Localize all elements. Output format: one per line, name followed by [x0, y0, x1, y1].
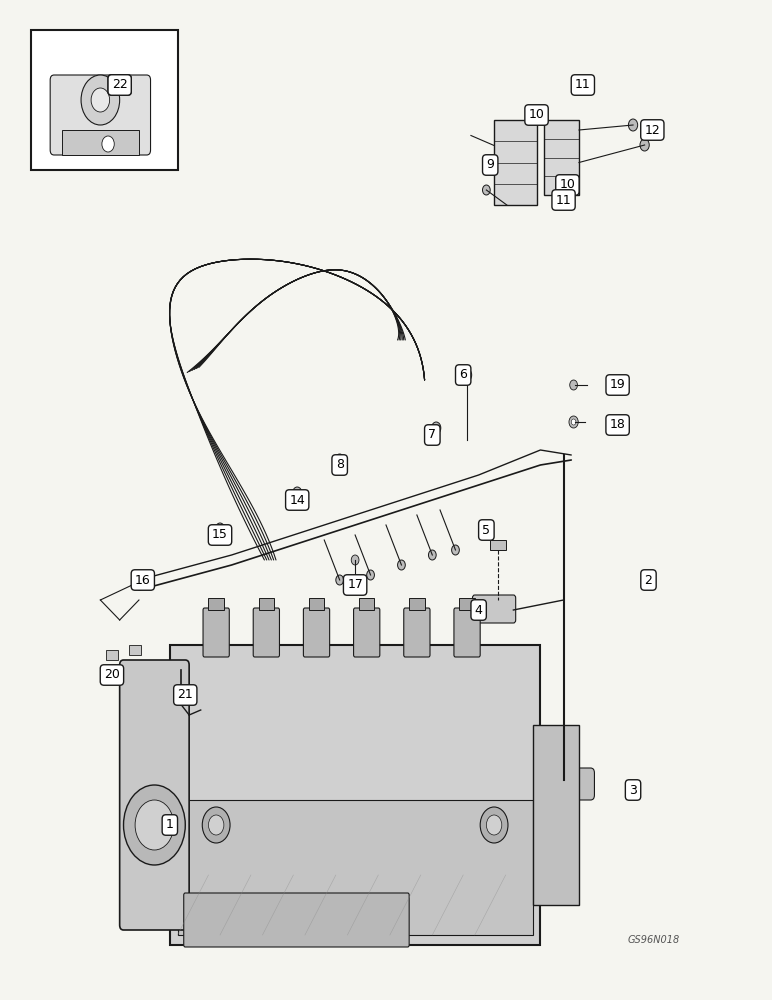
FancyBboxPatch shape [303, 608, 330, 657]
Circle shape [208, 815, 224, 835]
Text: 21: 21 [178, 688, 193, 702]
Circle shape [202, 807, 230, 843]
Circle shape [124, 785, 185, 865]
Circle shape [293, 487, 302, 499]
Circle shape [480, 807, 508, 843]
Text: 2: 2 [645, 574, 652, 586]
FancyBboxPatch shape [537, 768, 594, 800]
FancyBboxPatch shape [544, 120, 579, 195]
Circle shape [570, 380, 577, 390]
Text: 5: 5 [482, 524, 490, 536]
Circle shape [398, 560, 405, 570]
FancyBboxPatch shape [494, 120, 537, 205]
FancyBboxPatch shape [472, 595, 516, 623]
FancyBboxPatch shape [309, 598, 324, 610]
Circle shape [215, 523, 225, 535]
Text: 1: 1 [166, 818, 174, 832]
FancyBboxPatch shape [259, 598, 274, 610]
Circle shape [81, 75, 120, 125]
Text: 3: 3 [629, 784, 637, 796]
Circle shape [91, 88, 110, 112]
Text: 7: 7 [428, 428, 436, 442]
Text: GS96N018: GS96N018 [627, 935, 679, 945]
Text: 19: 19 [610, 378, 625, 391]
Text: 18: 18 [610, 418, 625, 432]
Text: 9: 9 [486, 158, 494, 172]
Circle shape [432, 422, 441, 434]
Circle shape [482, 185, 490, 195]
FancyBboxPatch shape [208, 598, 224, 610]
Circle shape [452, 545, 459, 555]
Circle shape [351, 555, 359, 565]
Text: 16: 16 [135, 574, 151, 586]
FancyBboxPatch shape [354, 608, 380, 657]
Circle shape [428, 550, 436, 560]
Circle shape [335, 454, 344, 466]
FancyBboxPatch shape [120, 660, 189, 930]
Circle shape [135, 800, 174, 850]
Text: 22: 22 [112, 79, 127, 92]
Text: 10: 10 [560, 178, 575, 192]
FancyBboxPatch shape [359, 598, 374, 610]
Text: 6: 6 [459, 368, 467, 381]
FancyBboxPatch shape [454, 608, 480, 657]
FancyBboxPatch shape [203, 608, 229, 657]
FancyBboxPatch shape [459, 598, 475, 610]
FancyBboxPatch shape [490, 540, 506, 550]
Text: 11: 11 [575, 79, 591, 92]
Text: 12: 12 [645, 123, 660, 136]
FancyBboxPatch shape [253, 608, 279, 657]
Text: 15: 15 [212, 528, 228, 542]
FancyBboxPatch shape [178, 800, 533, 935]
FancyBboxPatch shape [170, 645, 540, 945]
Circle shape [640, 139, 649, 151]
FancyBboxPatch shape [404, 608, 430, 657]
Circle shape [102, 136, 114, 152]
FancyBboxPatch shape [533, 725, 579, 905]
Text: 11: 11 [556, 194, 571, 207]
Circle shape [462, 369, 472, 381]
Text: 22: 22 [112, 79, 127, 92]
FancyBboxPatch shape [409, 598, 425, 610]
Text: 20: 20 [104, 668, 120, 682]
Circle shape [569, 416, 578, 428]
Circle shape [628, 119, 638, 131]
FancyBboxPatch shape [31, 30, 178, 170]
Text: 17: 17 [347, 578, 363, 591]
Circle shape [486, 815, 502, 835]
Text: 8: 8 [336, 458, 344, 472]
Circle shape [336, 575, 344, 585]
FancyBboxPatch shape [129, 645, 141, 655]
Text: 10: 10 [529, 108, 544, 121]
Circle shape [367, 570, 374, 580]
FancyBboxPatch shape [106, 650, 118, 660]
Circle shape [571, 419, 576, 425]
FancyBboxPatch shape [184, 893, 409, 947]
FancyBboxPatch shape [62, 130, 139, 155]
Text: 14: 14 [290, 493, 305, 506]
FancyBboxPatch shape [50, 75, 151, 155]
Text: 4: 4 [475, 603, 482, 616]
